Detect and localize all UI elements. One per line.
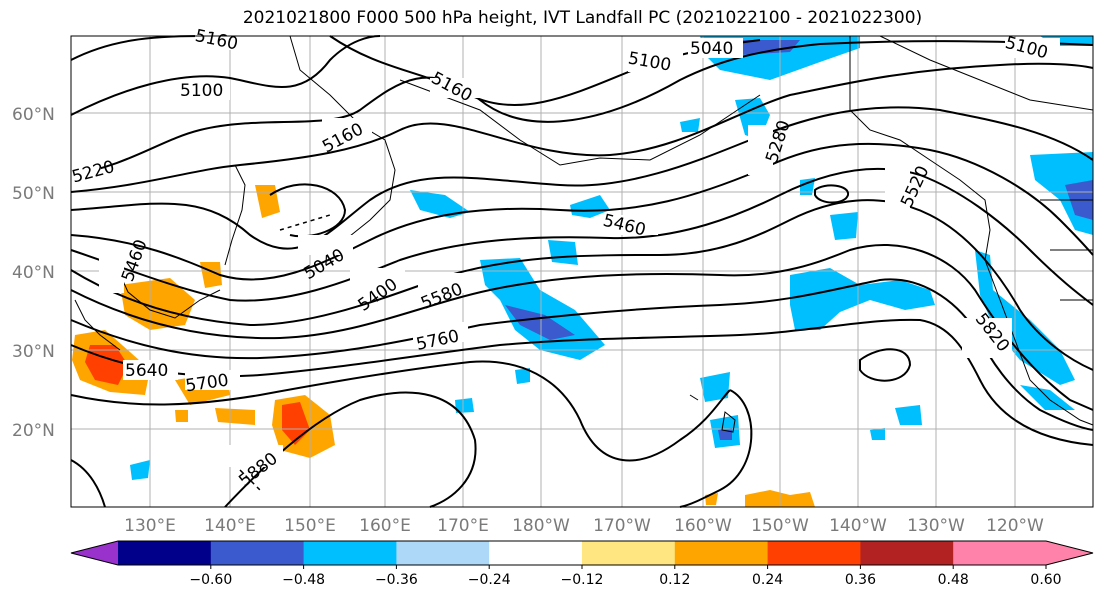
- colorbar-segment: [674, 541, 769, 565]
- lon-label: 120°W: [986, 516, 1044, 536]
- colorbar: −0.60 −0.48 −0.36 −0.24 −0.12 0.12 0.24 0.36 0.4…: [70, 540, 1094, 588]
- lon-label: 140°W: [829, 516, 887, 536]
- colorbar-segment: [582, 541, 676, 565]
- colorbar-segment: [953, 541, 1047, 565]
- longitude-labels: 130°E 140°E 150°E 160°E 170°E 180°W 170°…: [124, 516, 1044, 536]
- colorbar-outline: [70, 540, 1094, 566]
- lon-label: 150°E: [284, 516, 336, 536]
- colorbar-segment: [118, 541, 212, 565]
- colorbar-tick-label: 0.60: [1030, 572, 1061, 588]
- lon-label: 140°E: [204, 516, 256, 536]
- colorbar-tick-label: 0.48: [938, 572, 969, 588]
- colorbar-tick-label: 0.24: [752, 572, 783, 588]
- lon-label: 150°W: [751, 516, 809, 536]
- colorbar-segment: [489, 541, 583, 565]
- contour-label: 5100: [180, 81, 223, 101]
- lat-label: 50°N: [12, 184, 55, 204]
- colorbar-tick-label: −0.24: [468, 572, 511, 588]
- contour-label: 5640: [125, 361, 168, 381]
- lat-label: 40°N: [12, 263, 55, 283]
- lon-label: 180°W: [512, 516, 570, 536]
- colorbar-tick-label: −0.12: [561, 572, 604, 588]
- contour-label: 5040: [690, 39, 733, 59]
- lon-label: 160°W: [674, 516, 732, 536]
- latitude-labels: 60°N 50°N 40°N 30°N 20°N: [12, 105, 55, 441]
- colorbar-tick-label: −0.48: [282, 572, 325, 588]
- lon-label: 160°E: [359, 516, 411, 536]
- colorbar-segment: [303, 541, 397, 565]
- map-title: 2021021800 F000 500 hPa height, IVT Land…: [242, 8, 923, 28]
- colorbar-segment: [210, 541, 305, 565]
- lon-label: 130°E: [124, 516, 176, 536]
- colorbar-tick-label: 0.12: [659, 572, 690, 588]
- lon-label: 130°W: [907, 516, 965, 536]
- colorbar-min-arrow: [71, 541, 118, 565]
- lat-label: 60°N: [12, 105, 55, 125]
- colorbar-segment: [860, 541, 954, 565]
- colorbar-max-arrow: [1046, 541, 1093, 565]
- colorbar-segment: [396, 541, 490, 565]
- height-contours: [70, 35, 1094, 508]
- colorbar-tick-label: 0.36: [845, 572, 876, 588]
- colorbar-segment: [767, 541, 861, 565]
- lon-label: 170°E: [437, 516, 489, 536]
- colorbar-tick-label: −0.60: [189, 572, 232, 588]
- dashed-lines: [239, 214, 331, 491]
- map-frame: [70, 35, 1094, 508]
- colorbar-tick-label: −0.36: [375, 572, 418, 588]
- lon-label: 170°W: [593, 516, 651, 536]
- lat-label: 20°N: [12, 421, 55, 441]
- lat-label: 30°N: [12, 342, 55, 362]
